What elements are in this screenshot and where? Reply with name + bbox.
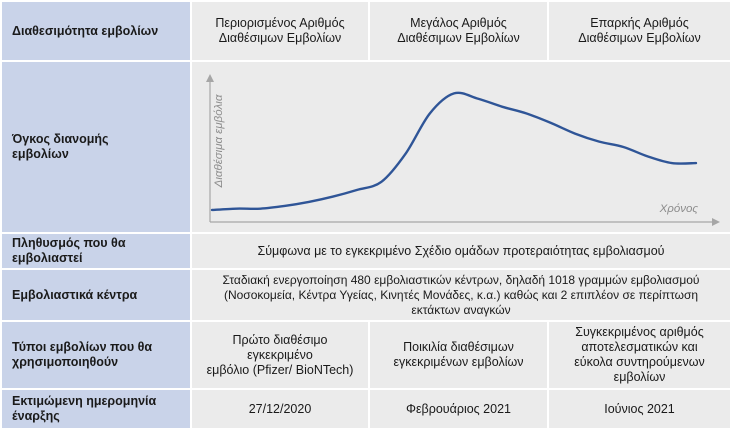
vaccination-plan-table: Διαθεσιμότητα εμβολίων Περιορισμένος Αρι… (2, 2, 730, 428)
row-label-availability: Διαθεσιμότητα εμβολίων (2, 2, 192, 60)
types-first: Πρώτο διαθέσιμο εγκεκριμένο εμβόλιο (Pfiz… (192, 322, 370, 388)
availability-sufficient: Επαρκής Αριθμός Διαθέσιμων Εμβολίων (549, 2, 730, 60)
row-centers: Εμβολιαστικά κέντρα Σταδιακή ενεργοποίησ… (2, 270, 730, 320)
row-availability: Διαθεσιμότητα εμβολίων Περιορισμένος Αρι… (2, 2, 730, 60)
distribution-curve-svg: Διαθέσιμα εμβόλια Χρόνος (206, 74, 720, 226)
row-label-centers: Εμβολιαστικά κέντρα (2, 270, 192, 320)
row-label-start-date: Εκτιμώμενη ημερομηνία έναρξης (2, 390, 192, 428)
row-label-population: Πληθυσμός που θα εμβολιαστεί (2, 234, 192, 268)
population-text: Σύμφωνα με το εγκεκριμένο Σχέδιο ομάδων … (192, 234, 730, 268)
centers-text: Σταδιακή ενεργοποίηση 480 εμβολιαστικών … (192, 270, 730, 320)
start-date-second: Φεβρουάριος 2021 (370, 390, 549, 428)
x-axis-arrow (712, 218, 720, 226)
types-specific: Συγκεκριμένος αριθμός αποτελεσματικών και… (549, 322, 730, 388)
x-axis-label: Χρόνος (659, 203, 699, 215)
availability-large: Μεγάλος Αριθμός Διαθέσιμων Εμβολίων (370, 2, 549, 60)
series-line (210, 91, 698, 212)
y-axis-label: Διαθέσιμα εμβόλια (213, 94, 225, 188)
row-label-volume: Όγκος διανομής εμβολίων (2, 62, 192, 232)
row-start-date: Εκτιμώμενη ημερομηνία έναρξης 27/12/2020 … (2, 390, 730, 428)
start-date-first: 27/12/2020 (192, 390, 370, 428)
row-types: Τύποι εμβολίων που θα χρησιμοποιηθούν Πρώ… (2, 322, 730, 388)
types-variety: Ποικιλία διαθέσιμων εγκεκριμένων εμβολίων (370, 322, 549, 388)
row-volume: Όγκος διανομής εμβολίων (2, 62, 730, 232)
row-population: Πληθυσμός που θα εμβολιαστεί Σύμφωνα με τ… (2, 234, 730, 268)
start-date-third: Ιούνιος 2021 (549, 390, 730, 428)
row-label-types: Τύποι εμβολίων που θα χρησιμοποιηθούν (2, 322, 192, 388)
y-axis-arrow (206, 74, 214, 82)
distribution-volume-chart: Διαθέσιμα εμβόλια Χρόνος (192, 62, 730, 232)
availability-limited: Περιορισμένος Αριθμός Διαθέσιμων Εμβολίων (192, 2, 370, 60)
